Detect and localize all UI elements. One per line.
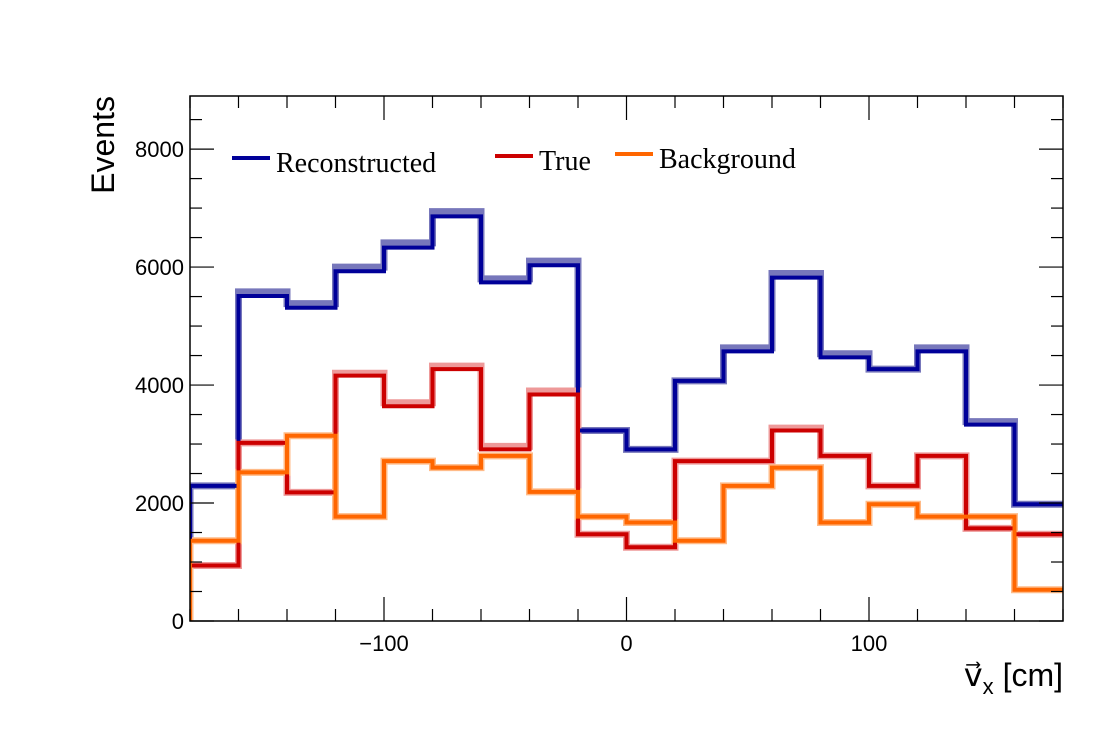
series-line-background <box>190 433 1063 621</box>
x-tick-label: −100 <box>359 631 409 656</box>
legend: Reconstructed True Background <box>232 144 796 179</box>
y-tick-label: 6000 <box>135 255 184 280</box>
y-tick-label: 4000 <box>135 373 184 398</box>
x-axis-unit: [cm] <box>994 657 1063 693</box>
series-shadow-background <box>190 432 1063 621</box>
x-axis-symbol: v⃗ <box>964 657 983 693</box>
series-line-reconstructed <box>190 214 1063 621</box>
axis-layer: 0 2000 4000 6000 8000 −100 0 100 Events v⃗x [cm] <box>85 95 1064 699</box>
series-shadow-reconstructed <box>190 208 1063 621</box>
y-tick-label: 2000 <box>135 491 184 516</box>
legend-label-true: True <box>539 146 591 177</box>
legend-label-background: Background <box>659 144 796 175</box>
series-line-true <box>190 367 1063 621</box>
y-axis-title: Events <box>85 96 121 194</box>
x-axis-subscript: x <box>983 674 994 699</box>
series-layer <box>190 214 1063 621</box>
series-shadow-layer <box>190 208 1063 621</box>
y-tick-label: 0 <box>172 609 184 634</box>
y-tick-label: 8000 <box>135 137 184 162</box>
legend-label-reconstructed: Reconstructed <box>276 148 436 179</box>
x-tick-label: 100 <box>851 631 888 656</box>
x-axis-title: v⃗x [cm] <box>964 657 1063 699</box>
x-tick-label: 0 <box>620 631 632 656</box>
